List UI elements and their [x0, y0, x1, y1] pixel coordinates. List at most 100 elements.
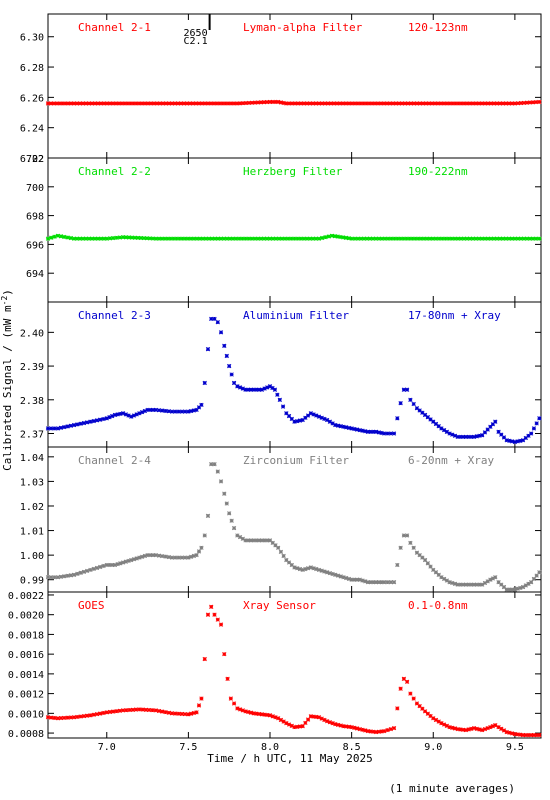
data-point	[316, 414, 322, 419]
data-point	[169, 711, 175, 716]
data-point	[520, 438, 526, 443]
data-point	[137, 555, 142, 560]
data-point	[131, 557, 137, 562]
data-point	[289, 416, 294, 422]
data-point	[160, 553, 165, 559]
data-point	[452, 726, 458, 731]
data-point	[357, 726, 362, 732]
data-point	[270, 385, 275, 391]
data-point	[215, 469, 220, 474]
data-point	[261, 236, 267, 241]
data-point	[376, 101, 381, 106]
data-point	[125, 101, 130, 106]
data-point	[182, 555, 188, 560]
data-point	[488, 424, 493, 429]
data-point	[439, 721, 444, 726]
y-tick-label: 0.0022	[8, 591, 44, 602]
data-point	[92, 236, 98, 241]
data-point	[162, 236, 167, 241]
data-point	[243, 236, 248, 241]
data-point	[480, 433, 485, 438]
panel-label: Channel 2-2	[78, 165, 151, 178]
data-point	[163, 408, 168, 414]
data-point	[244, 100, 249, 106]
data-point	[49, 235, 54, 240]
data-point	[192, 236, 197, 241]
data-point	[307, 101, 313, 106]
data-point	[368, 580, 373, 585]
data-point	[473, 236, 479, 241]
data-point	[226, 101, 231, 106]
data-point	[531, 426, 537, 431]
data-point	[218, 622, 224, 627]
data-point	[65, 235, 70, 240]
data-point	[199, 696, 204, 701]
data-point	[98, 711, 103, 716]
data-point	[166, 710, 171, 715]
data-point	[196, 703, 202, 708]
data-point	[499, 432, 504, 437]
data-point	[329, 233, 335, 238]
data-point	[71, 236, 77, 241]
x-axis: 7.0 7.5 8.0 8.5 9.0 9.5	[98, 742, 524, 753]
data-point	[528, 100, 533, 105]
data-point	[91, 712, 96, 717]
data-point	[243, 709, 248, 714]
data-point	[357, 577, 362, 582]
data-point	[529, 431, 534, 436]
data-point	[474, 582, 479, 587]
data-point	[205, 612, 211, 617]
data-point	[365, 429, 371, 434]
data-point	[461, 434, 466, 440]
data-point	[453, 101, 458, 106]
data-point	[352, 725, 357, 730]
data-point	[433, 717, 439, 723]
data-point	[145, 407, 150, 413]
data-point	[301, 101, 307, 106]
data-point	[160, 709, 165, 714]
data-point	[207, 236, 212, 241]
data-point	[398, 401, 403, 406]
data-point	[243, 538, 248, 543]
data-point	[202, 656, 207, 662]
data-point	[176, 711, 181, 716]
data-point	[62, 234, 67, 240]
flare-annotation: 2650	[184, 28, 208, 39]
data-point	[259, 712, 265, 717]
data-point	[107, 562, 112, 568]
data-point	[534, 732, 539, 738]
x-tick-label: 8.0	[261, 742, 279, 753]
data-point	[444, 723, 450, 728]
data-point	[195, 236, 200, 241]
data-point	[341, 424, 346, 429]
data-point	[188, 554, 194, 559]
data-point	[240, 708, 245, 713]
data-point	[398, 686, 403, 691]
data-point	[523, 583, 528, 588]
data-point	[62, 424, 67, 430]
data-point	[477, 582, 482, 587]
data-point	[58, 715, 64, 721]
data-point	[222, 491, 227, 496]
data-point	[439, 426, 444, 431]
data-point	[333, 572, 338, 577]
data-point	[494, 101, 500, 106]
data-point	[45, 575, 51, 580]
data-point	[401, 387, 407, 392]
data-point	[370, 101, 375, 106]
panel-label: Zirconium Filter	[243, 454, 349, 467]
data-point	[144, 236, 149, 241]
data-point	[227, 511, 232, 516]
panel-channel-2-1: 6.22 6.24 6.26 6.28 6.30 Channel 2-1 Lyman-alp…	[20, 13, 542, 165]
y-tick-label: 0.99	[20, 576, 44, 587]
data-point	[276, 99, 281, 105]
data-point	[534, 236, 539, 241]
data-point	[441, 101, 446, 106]
data-point	[414, 550, 420, 555]
data-point	[469, 726, 474, 731]
data-point	[297, 418, 303, 423]
data-point	[78, 421, 83, 426]
data-point	[323, 235, 328, 240]
data-point	[145, 552, 150, 558]
data-point	[391, 580, 397, 585]
